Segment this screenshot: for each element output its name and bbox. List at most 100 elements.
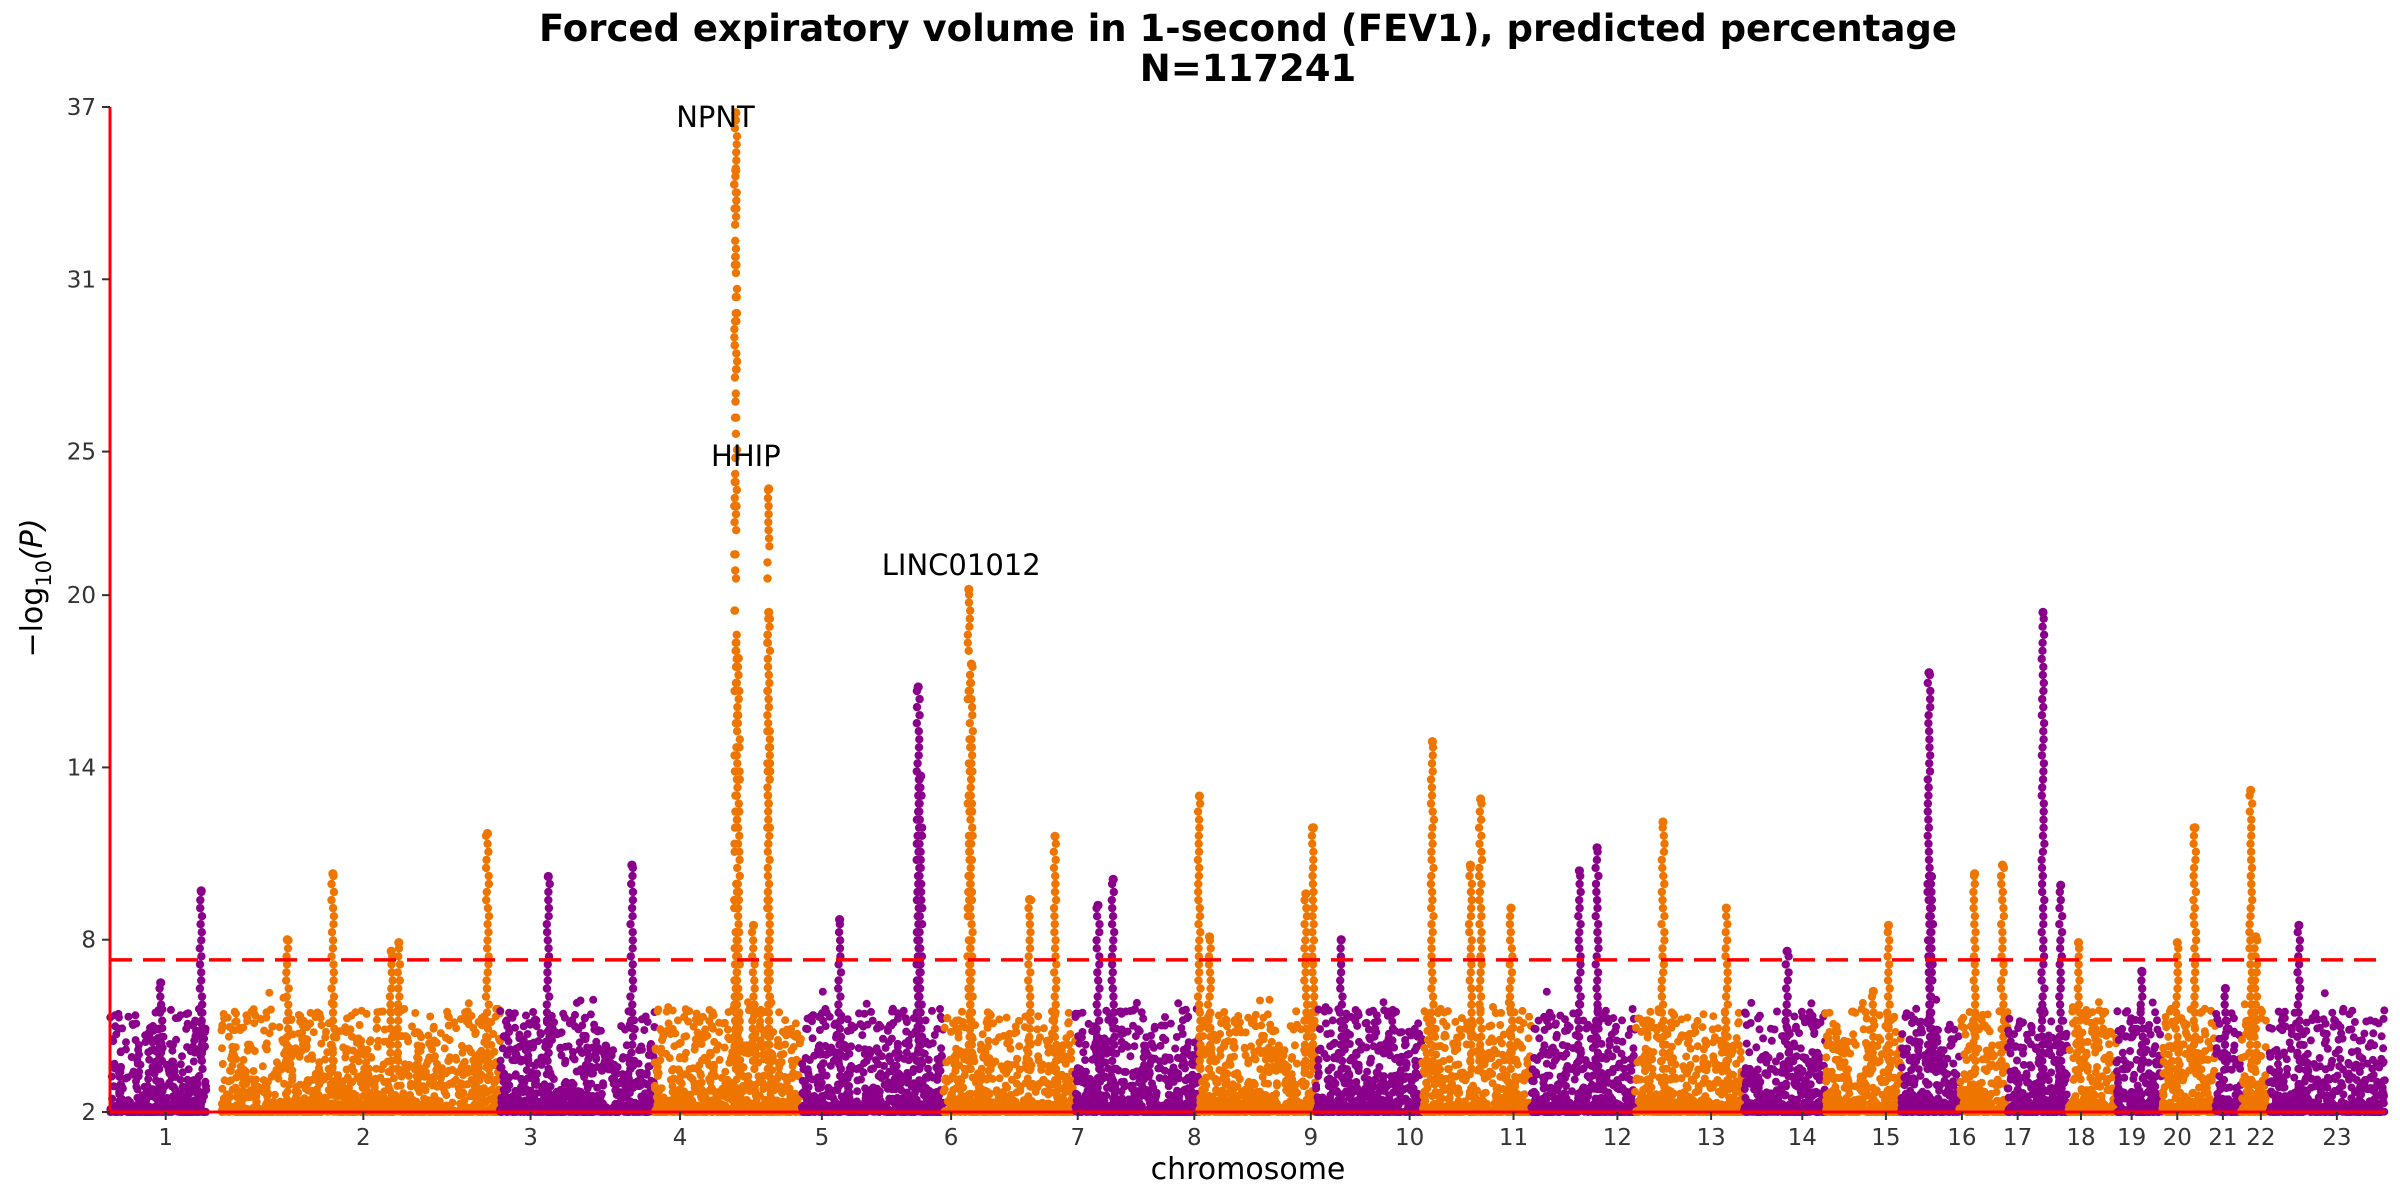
chr6-point [952, 1044, 961, 1053]
chr2-point [262, 1100, 270, 1109]
chr2-peak-point [386, 1016, 395, 1025]
chr3-point [599, 1079, 607, 1088]
chr2-point [367, 1053, 376, 1062]
chr1-point [175, 1090, 184, 1099]
chr2-point [277, 1100, 286, 1109]
chr4-peak-point [748, 1016, 757, 1025]
chr6-point [995, 1015, 1004, 1024]
chr4-peak-point [764, 1024, 773, 1033]
chr3-peak-point [544, 912, 553, 921]
chr2-point [238, 1073, 247, 1082]
chr3-point [601, 1041, 610, 1050]
chr1-peak-point [198, 1064, 207, 1074]
chr1-point [201, 1077, 210, 1086]
chr2-point [384, 1082, 393, 1091]
chr2-peak-point [484, 1000, 493, 1009]
chr3-peak-point [628, 895, 638, 905]
chr4-peak-point [735, 775, 744, 784]
chr4-peak-point [764, 501, 773, 511]
chr3-point [515, 1042, 524, 1051]
chromosome-4-points [650, 108, 806, 1116]
chr1-point [132, 1019, 141, 1028]
chr2-point [436, 1029, 445, 1038]
chr2-peak-point [388, 1032, 397, 1042]
chr4-peak-point [763, 574, 772, 583]
chr2-point [228, 1061, 237, 1070]
chr5-point [833, 1086, 842, 1094]
chr5-point [888, 1007, 897, 1016]
chr5-point [862, 999, 871, 1008]
chr6-point [978, 1030, 987, 1039]
chr2-peak-point [283, 1032, 292, 1042]
chr6-point [954, 1033, 963, 1042]
chr2-point [393, 1052, 402, 1061]
chr5-peak-point [835, 936, 845, 945]
chr4-point [776, 1050, 785, 1059]
chr4-peak-point [732, 630, 741, 639]
chr2-point [270, 1090, 279, 1099]
chr2-peak-point [394, 984, 403, 993]
chr5-peak-point [836, 968, 846, 977]
chr2-point [463, 1080, 472, 1089]
chr1-peak-point [198, 1032, 207, 1042]
chr4-peak-point [749, 944, 758, 953]
chr1-peak-top [196, 886, 206, 896]
chr1-peak-point [195, 944, 204, 953]
chr2-point [444, 1057, 453, 1065]
chr2-peak-point [386, 1000, 395, 1009]
chr5-peak-point [915, 912, 924, 921]
chr5-point [879, 1034, 887, 1043]
chr4-peak-point [750, 1008, 759, 1017]
chr3-peak-point [628, 887, 638, 897]
chr3-peak-top [627, 860, 637, 870]
chr4-peak-point [763, 871, 773, 881]
chr2-point [267, 1072, 276, 1081]
chr3-point [581, 1032, 590, 1041]
chr2-point [404, 1071, 413, 1080]
chr4-peak-point [763, 984, 772, 993]
chr4-peak-point [764, 534, 774, 543]
chr4-peak-point [731, 429, 741, 438]
chr2-peak-point [481, 863, 491, 873]
chr5-peak-point [915, 1064, 924, 1074]
chr3-point [578, 1049, 587, 1057]
chr4-peak-point [732, 976, 742, 985]
chr2-point [490, 1099, 499, 1108]
chr5-point [855, 1063, 864, 1072]
chr3-point [522, 1085, 531, 1094]
chr2-point [424, 1031, 433, 1040]
chr4-peak-point [765, 759, 775, 768]
chr4-peak-point [764, 839, 773, 848]
chr5-point [936, 1005, 944, 1013]
chr4-peak-point [763, 711, 772, 720]
chr4-point [695, 1061, 704, 1070]
chr3-point [590, 1020, 599, 1029]
chr6-point [1033, 1038, 1042, 1047]
chr2-peak-point [484, 879, 494, 889]
chr4-peak-point [731, 268, 741, 278]
chr4-peak-point [764, 743, 774, 752]
chr2-point [236, 1095, 245, 1104]
chr3-peak-point [545, 879, 554, 889]
chr5-point [883, 1084, 892, 1093]
chr2-peak-point [327, 984, 336, 993]
chr3-peak-point [626, 1064, 635, 1074]
chr1-peak-point [156, 1000, 166, 1009]
chr2-point [343, 1045, 352, 1054]
chr2-point [454, 1084, 463, 1093]
chr5-peak-point [916, 1008, 925, 1017]
chr4-peak-point [750, 1000, 759, 1009]
chr6-point [1015, 1042, 1024, 1051]
chr3-peak-point [627, 879, 636, 889]
chr1-point [178, 1068, 187, 1077]
chr2-peak-point [387, 1056, 396, 1066]
chr2-point [376, 1007, 385, 1016]
chr5-peak-point [917, 895, 926, 905]
chr1-peak-point [198, 1000, 207, 1009]
chr4-point [734, 1089, 743, 1098]
chr6-point [943, 1014, 952, 1022]
chr2-peak-point [283, 944, 293, 953]
chr4-peak-point [730, 493, 739, 503]
chr3-peak-point [628, 976, 638, 985]
chr5-point [868, 1016, 877, 1025]
